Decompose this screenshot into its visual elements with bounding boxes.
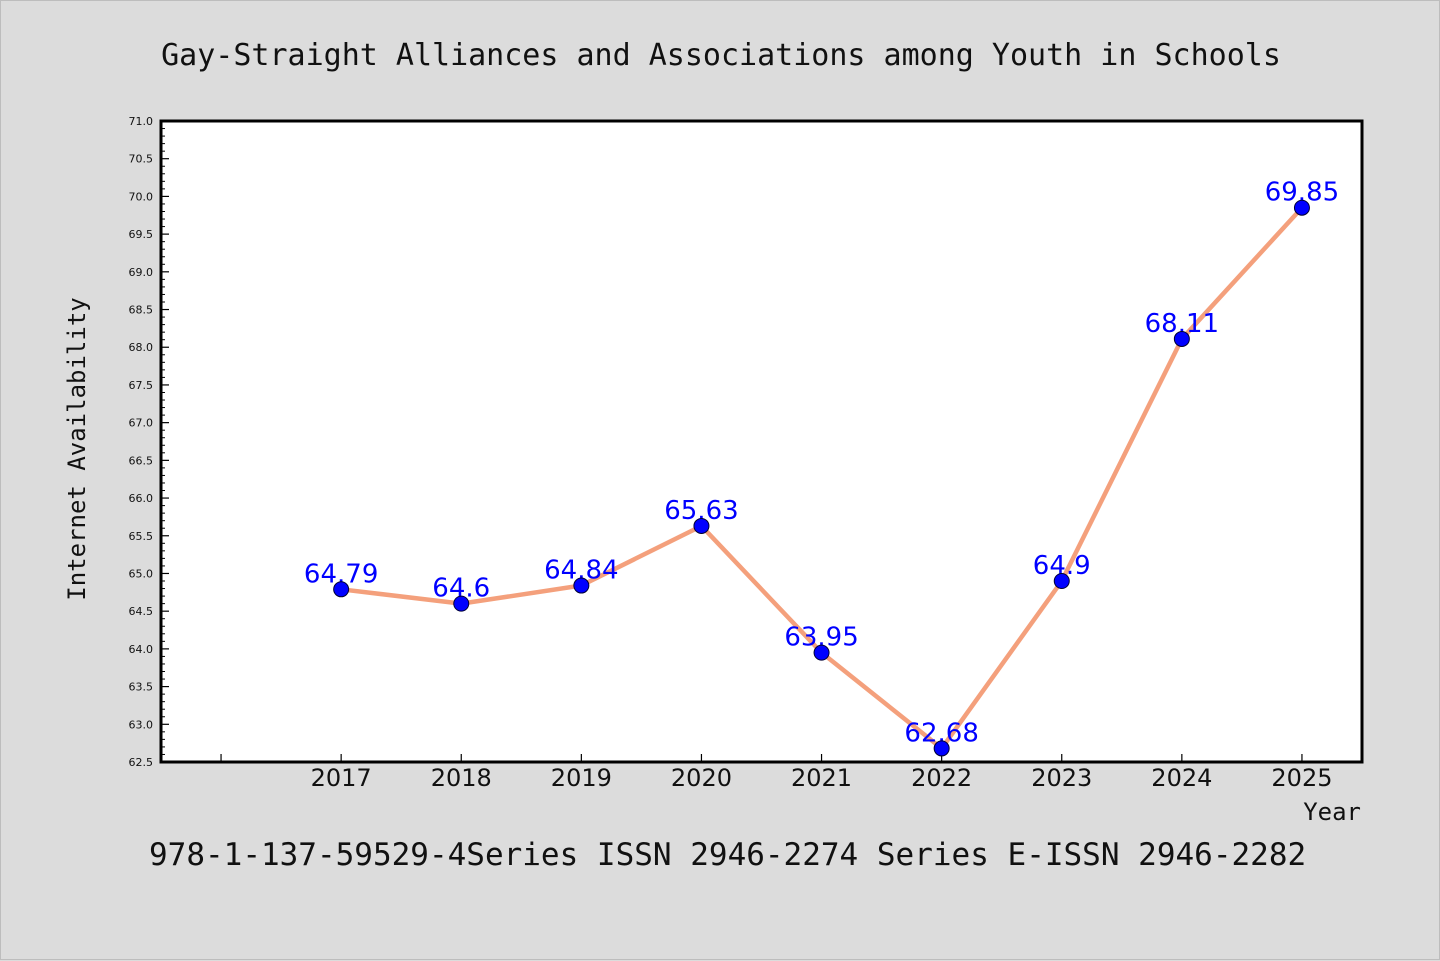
data-point [813,644,830,661]
x-tick-label: 2019 [551,764,612,792]
y-axis-label: Internet Availability [63,297,91,600]
x-tick-label: 2021 [791,764,852,792]
footer-isbn-text: 978-1-137-59529-4Series ISSN 2946-2274 S… [149,837,1306,873]
y-tick-label: 68.0 [129,341,154,354]
plot-area [159,119,1364,764]
y-tick-label: 62.5 [129,756,154,769]
x-axis: 2017 2018 2019 2020 2021 2022 2023 2024 2025 [220,754,1332,792]
y-tick-label: 65.5 [129,530,154,543]
series-group: 64.79 64.664.8465.6363.9562.6864.968.1169… [304,178,1339,757]
y-tick-label: 63.0 [129,718,154,731]
y-tick-label: 64.0 [129,643,154,656]
x-tick-label: 2018 [431,764,492,792]
data-point [1053,573,1070,590]
data-point [933,740,950,757]
data-point [453,595,470,612]
x-tick-label: 2017 [311,764,372,792]
y-tick-label: 67.5 [129,379,154,392]
x-tick-label: 2025 [1271,764,1332,792]
y-tick-label: 71.0 [129,115,154,128]
x-axis-label: Year [1303,798,1361,826]
y-tick-label: 70.5 [129,153,154,166]
y-tick-label: 69.5 [129,228,154,241]
data-point [1173,330,1190,347]
data-point [573,577,590,594]
data-point [1293,199,1310,216]
x-tick-label: 2022 [911,764,972,792]
chart-title: Gay-Straight Alliances and Associations … [161,38,1281,73]
x-tick-label: 2024 [1151,764,1212,792]
y-tick-label: 66.0 [129,492,154,505]
y-tick-label: 66.5 [129,454,154,467]
y-tick-label: 70.0 [129,190,154,203]
y-axis: 62.5 63.0 63.5 64.0 64.5 65.0 65.5 66.0 66.5 67.0… [129,115,169,769]
data-point [693,517,710,534]
y-tick-label: 65.0 [129,567,154,580]
x-tick-label: 2023 [1031,764,1092,792]
y-tick-label: 63.5 [129,681,154,694]
y-tick-label: 68.5 [129,304,154,317]
data-point [333,581,350,598]
y-tick-label: 69.0 [129,266,154,279]
y-tick-label: 64.5 [129,605,154,618]
x-tick-label: 2020 [671,764,732,792]
y-tick-label: 67.0 [129,417,154,430]
